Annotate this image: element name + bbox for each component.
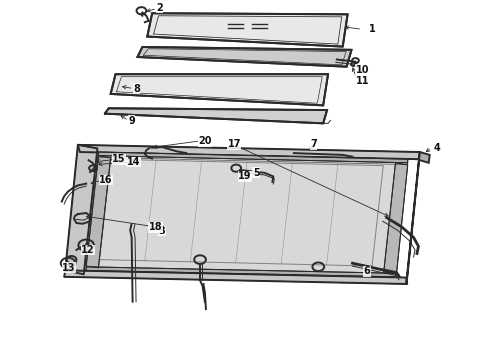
Text: 17: 17 [227, 139, 241, 149]
Text: 5: 5 [253, 168, 260, 178]
Polygon shape [86, 156, 111, 268]
Polygon shape [111, 74, 328, 105]
Text: 1: 1 [368, 24, 375, 35]
Text: 9: 9 [128, 116, 135, 126]
Polygon shape [138, 47, 351, 67]
Polygon shape [78, 145, 420, 159]
Text: 14: 14 [127, 157, 140, 167]
Polygon shape [406, 152, 420, 284]
Text: 3: 3 [159, 226, 165, 236]
Text: 11: 11 [356, 76, 369, 86]
Text: 12: 12 [81, 245, 95, 255]
Polygon shape [419, 152, 430, 163]
Text: 20: 20 [198, 136, 212, 146]
Polygon shape [65, 145, 98, 274]
Polygon shape [98, 152, 408, 163]
Text: 6: 6 [364, 266, 370, 276]
Polygon shape [86, 267, 395, 277]
Text: 10: 10 [356, 64, 369, 75]
Polygon shape [86, 152, 408, 277]
Text: 19: 19 [238, 171, 252, 181]
Text: 15: 15 [112, 154, 126, 164]
Polygon shape [99, 159, 383, 266]
Text: 4: 4 [434, 143, 441, 153]
Polygon shape [105, 108, 327, 123]
Text: 7: 7 [310, 139, 317, 149]
Polygon shape [64, 270, 407, 284]
Text: 2: 2 [156, 3, 163, 13]
Text: 13: 13 [62, 262, 76, 273]
Polygon shape [384, 163, 408, 274]
Polygon shape [147, 13, 347, 46]
Text: 8: 8 [133, 84, 140, 94]
Text: 18: 18 [149, 222, 162, 232]
Text: 16: 16 [99, 175, 113, 185]
